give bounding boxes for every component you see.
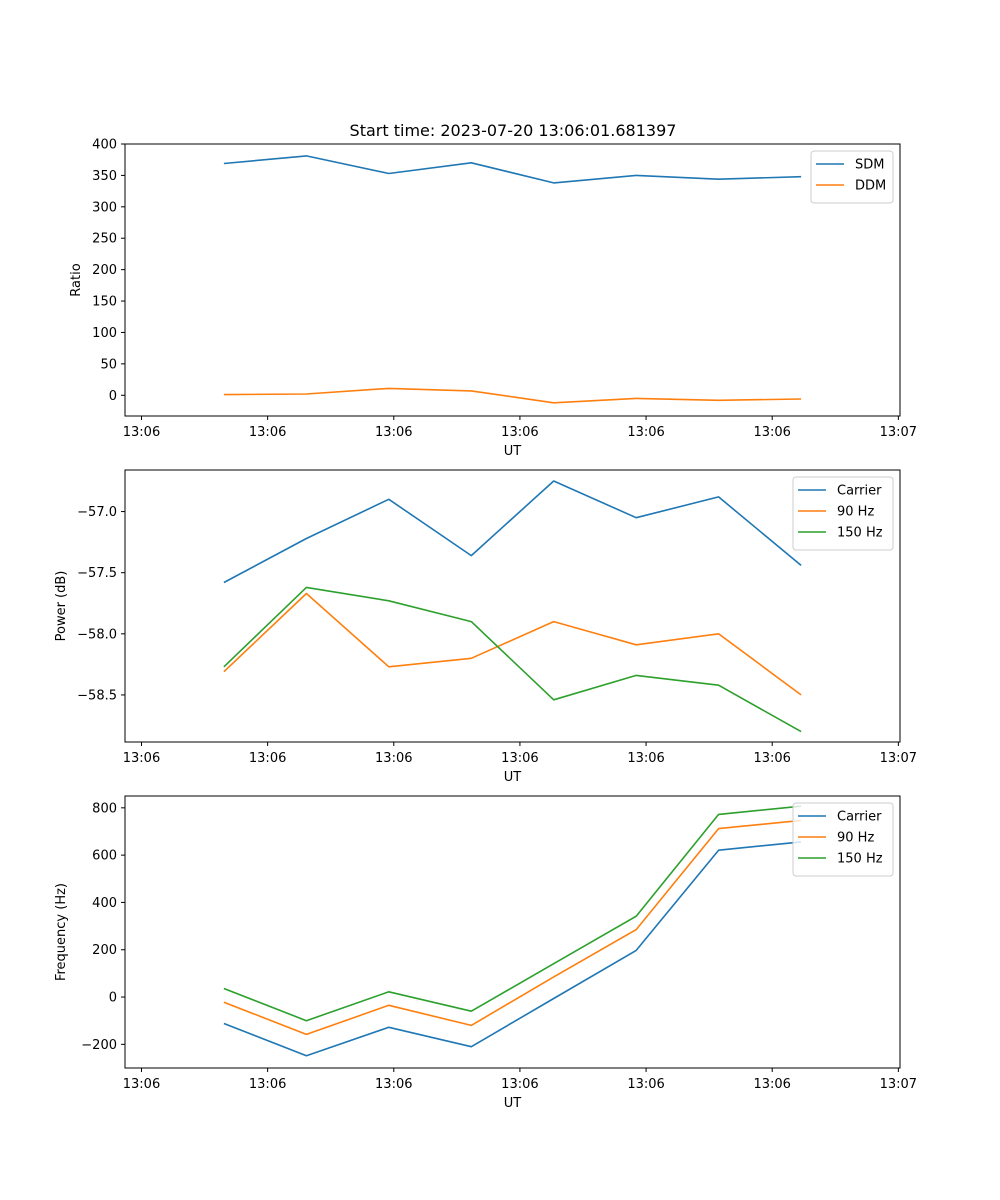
y-tick-label: 0 (109, 389, 117, 404)
legend-label-150-hz: 150 Hz (837, 852, 883, 867)
series-line-90-hz (223, 819, 802, 1036)
x-tick-label: 13:06 (249, 1077, 286, 1092)
y-tick-label: −58.5 (77, 688, 117, 703)
y-tick-label: 600 (92, 849, 117, 864)
y-tick-label: 200 (92, 263, 117, 278)
series-line-90-hz (223, 592, 802, 696)
legend: Carrier 90 Hz 150 Hz (792, 476, 894, 551)
legend: SDM DDM (810, 150, 894, 204)
y-tick-label: −57.5 (77, 566, 117, 581)
legend-label-sdm: SDM (855, 158, 884, 173)
x-tick-label: 13:06 (501, 751, 538, 766)
x-tick-label: 13:06 (249, 751, 286, 766)
x-tick-label: 13:06 (753, 751, 790, 766)
y-tick-label: −200 (81, 1038, 117, 1053)
axes-frame (124, 469, 901, 743)
y-tick-label: 150 (92, 295, 117, 310)
legend-label-carrier: Carrier (837, 810, 882, 825)
x-tick-label: 13:06 (375, 1077, 412, 1092)
legend-label-carrier: Carrier (837, 484, 882, 499)
series-line-carrier (223, 480, 802, 584)
y-tick-label: 200 (92, 943, 117, 958)
legend-label-90-hz: 90 Hz (837, 505, 874, 520)
y-axis-label: Power (dB) (54, 571, 69, 642)
chart-title: Start time: 2023-07-20 13:06:01.681397 (350, 121, 677, 140)
x-tick-label: 13:06 (753, 1077, 790, 1092)
series-line-sdm (223, 155, 802, 184)
x-tick-label: 13:06 (627, 1077, 664, 1092)
axes-frame (124, 143, 901, 417)
y-tick-label: 0 (109, 991, 117, 1006)
x-tick-label: 13:06 (249, 425, 286, 440)
legend: Carrier 90 Hz 150 Hz (792, 802, 894, 877)
x-tick-label: 13:06 (123, 751, 160, 766)
series-line-150-hz (223, 805, 802, 1022)
y-tick-label: 250 (92, 232, 117, 247)
y-axis-label: Ratio (69, 263, 84, 296)
y-tick-label: 100 (92, 326, 117, 341)
x-tick-label: 13:06 (627, 751, 664, 766)
x-tick-label: 13:07 (880, 751, 917, 766)
x-tick-label: 13:06 (501, 1077, 538, 1092)
legend-label-90-hz: 90 Hz (837, 831, 874, 846)
x-tick-label: 13:06 (753, 425, 790, 440)
x-tick-label: 13:06 (123, 425, 160, 440)
x-axis-label: UT (504, 770, 522, 785)
y-tick-label: 400 (92, 138, 117, 153)
x-tick-label: 13:06 (627, 425, 664, 440)
x-axis-label: UT (504, 1096, 522, 1111)
panel-frequency: 13:06 13:06 13:06 13:06 13:06 13:06 13:07 −200 0… (54, 795, 917, 1111)
legend-label-150-hz: 150 Hz (837, 526, 883, 541)
y-tick-label: −57.0 (77, 505, 117, 520)
y-tick-label: 350 (92, 169, 117, 184)
y-tick-label: 800 (92, 801, 117, 816)
axes-frame (124, 795, 901, 1069)
x-tick-label: 13:06 (123, 1077, 160, 1092)
x-tick-label: 13:07 (880, 1077, 917, 1092)
panel-power: 13:06 13:06 13:06 13:06 13:06 13:06 13:07 −58.5… (54, 469, 917, 785)
y-tick-label: 400 (92, 896, 117, 911)
x-axis-label: UT (504, 444, 522, 459)
series-line-carrier (223, 841, 802, 1057)
series-line-150-hz (223, 586, 802, 733)
panel-ratio: 13:06 13:06 13:06 13:06 13:06 13:06 13:07 0 50 10… (69, 138, 917, 460)
x-tick-label: 13:06 (375, 751, 412, 766)
y-tick-label: 300 (92, 200, 117, 215)
x-tick-label: 13:06 (375, 425, 412, 440)
y-tick-label: 50 (100, 357, 117, 372)
y-tick-label: −58.0 (77, 627, 117, 642)
x-tick-label: 13:06 (501, 425, 538, 440)
x-tick-label: 13:07 (880, 425, 917, 440)
series-line-ddm (223, 387, 802, 404)
legend-label-ddm: DDM (855, 179, 886, 194)
y-axis-label: Frequency (Hz) (54, 883, 69, 981)
